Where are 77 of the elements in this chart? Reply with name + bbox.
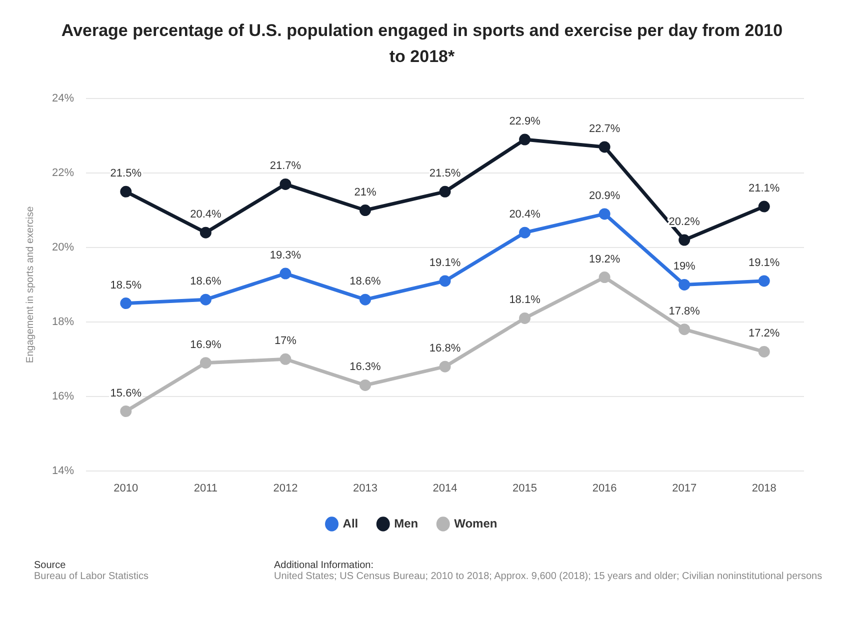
point [120,406,132,417]
data-label: 20.9% [588,190,620,202]
point [758,346,770,358]
data-label: 20.4% [509,208,541,221]
legend-label: Women [454,516,498,530]
data-label: 18.1% [509,294,541,306]
data-label: 19.3% [270,250,302,262]
x-tick-label: 2012 [273,482,298,494]
data-label: 20.4% [190,208,222,221]
point [359,379,371,391]
y-tick-label: 22% [52,167,74,180]
y-tick-label: 20% [52,242,74,254]
point [280,178,292,190]
text: Additional Information: [274,560,375,571]
point [519,312,531,324]
y-tick-label: 18% [52,316,74,328]
data-label: 17.8% [668,305,700,318]
data-label: 18.6% [350,276,382,288]
point [758,200,770,212]
point [678,278,690,290]
text: Source [34,560,67,571]
point [678,234,690,246]
point [359,204,371,216]
data-label: 19.1% [429,257,461,270]
point [519,226,531,238]
data-label: 15.6% [110,387,142,400]
data-label: 17.2% [748,328,780,340]
chart-title: Average percentage of U.S. population engaged in sports and exercise per day from 2010 to 2018* [60,20,784,68]
x-tick-label: 2018 [752,482,776,494]
data-label: 18.6% [190,276,222,288]
point [439,360,451,372]
x-tick-label: 2014 [432,482,458,494]
data-label: 21.5% [429,168,461,180]
point [120,186,132,198]
data-label: 22.9% [509,116,541,128]
data-label: 17% [274,335,297,348]
data-label: 21.5% [110,168,142,180]
point [519,134,531,146]
x-tick-label: 2013 [352,482,378,494]
x-tick-label: 2010 [114,482,138,494]
y-axis-title: Engagement in sports and exercise [24,206,36,364]
y-tick-label: 16% [52,390,74,402]
data-label: 21.1% [748,182,780,195]
x-tick-label: 2011 [194,482,218,494]
point [200,357,212,369]
y-tick-label: 14% [52,464,74,477]
y-tick-label: 24% [52,92,74,105]
point [598,272,610,284]
text: United States; US Census Bureau; 2010 to 2018; Approx. 9,600 (2018); 15 years and older; Civilian noninstitutional persons [274,571,824,582]
x-tick-label: 2016 [592,482,617,494]
point [280,353,292,365]
data-label: 21% [354,186,376,198]
point [280,268,292,280]
point [758,275,770,287]
data-label: 16.8% [429,342,461,355]
point [120,298,132,310]
data-label: 19.1% [748,257,780,270]
legend-label: Men [394,516,418,530]
point [359,294,371,306]
data-label: 16.3% [350,361,382,374]
data-label: 19% [673,260,696,273]
data-label: 18.5% [110,279,142,292]
text: Bureau of Labor Statistics [34,571,150,582]
data-label: 21.7% [270,160,302,172]
data-label: 22.7% [588,123,620,136]
data-label: 16.9% [190,338,222,351]
data-label: 19.2% [588,253,620,266]
point [598,141,610,153]
point [200,226,212,238]
point [439,186,451,198]
point [598,208,610,220]
x-tick-label: 2017 [672,482,697,494]
legend-label: All [342,516,358,530]
x-tick-label: 2015 [512,482,538,494]
point [439,275,451,287]
point [200,294,212,306]
point [678,324,690,336]
